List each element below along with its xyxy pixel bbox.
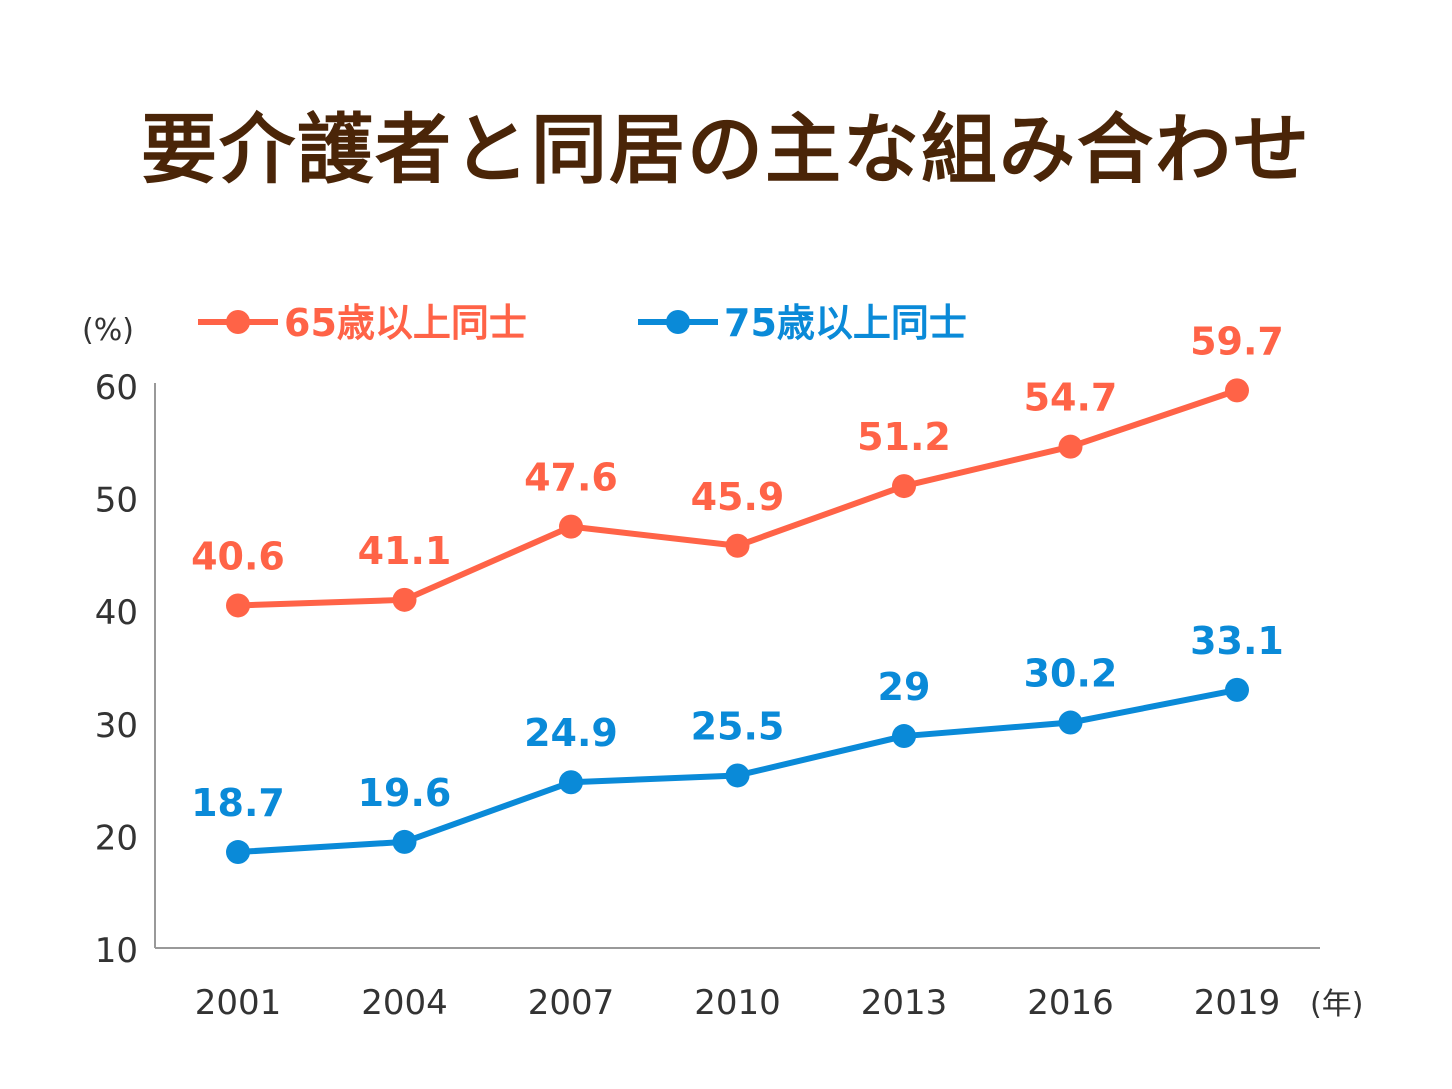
data-point: [1058, 710, 1083, 735]
data-label: 25.5: [691, 704, 785, 748]
data-label: 47.6: [524, 456, 618, 500]
y-tick-label: 50: [95, 481, 138, 521]
y-tick-label: 10: [95, 931, 138, 971]
legend-item: 75歳以上同士: [638, 301, 967, 345]
data-label: 29: [878, 665, 931, 709]
data-point: [559, 770, 583, 795]
chart-title: 要介護者と同居の主な組み合わせ: [141, 105, 1311, 194]
data-point: [725, 763, 750, 788]
data-label: 59.7: [1190, 319, 1284, 363]
x-tick-label: 2016: [1027, 983, 1114, 1023]
x-tick-label: 2010: [694, 983, 781, 1023]
y-tick-label: 30: [95, 706, 138, 746]
x-tick-label: 2007: [528, 983, 615, 1023]
legend-marker-icon: [226, 310, 250, 334]
x-tick-label: 2019: [1194, 983, 1281, 1023]
data-label: 24.9: [524, 711, 618, 755]
y-tick-label: 60: [95, 368, 138, 408]
data-label: 41.1: [358, 529, 452, 573]
y-axis-unit: (%): [82, 313, 134, 348]
legend-marker-icon: [666, 310, 690, 334]
data-label: 45.9: [691, 475, 785, 519]
data-label: 18.7: [191, 781, 285, 825]
x-tick-label: 2013: [861, 983, 948, 1023]
legend-label: 75歳以上同士: [724, 301, 967, 345]
data-point: [1225, 378, 1249, 403]
data-point: [226, 840, 250, 865]
data-label: 40.6: [191, 534, 285, 578]
x-tick-label: 2001: [195, 983, 282, 1023]
x-tick-label: 2004: [361, 983, 448, 1023]
data-label: 51.2: [857, 415, 951, 459]
legend-item: 65歳以上同士: [198, 301, 527, 345]
data-point: [892, 724, 916, 749]
data-point: [725, 533, 750, 558]
x-axis-unit: (年): [1310, 987, 1363, 1022]
data-point: [226, 593, 250, 618]
data-label: 30.2: [1024, 652, 1118, 696]
data-point: [392, 829, 417, 854]
data-point: [1058, 434, 1083, 459]
data-label: 33.1: [1190, 619, 1284, 663]
data-point: [1225, 677, 1249, 702]
data-label: 54.7: [1024, 376, 1118, 420]
legend-label: 65歳以上同士: [284, 301, 527, 345]
y-tick-label: 20: [95, 818, 138, 858]
legend: 65歳以上同士 75歳以上同士: [198, 301, 967, 345]
data-point: [892, 474, 916, 499]
series-1: 40.6 41.1 47.6 45.9 51.2 54.7 59.7: [191, 319, 1284, 618]
data-point: [559, 514, 583, 539]
data-label: 19.6: [358, 771, 452, 815]
series-2: 18.7 19.6 24.9 25.5 29 30.2 33.1: [191, 619, 1284, 865]
y-tick-label: 40: [95, 593, 138, 633]
data-point: [392, 587, 417, 612]
